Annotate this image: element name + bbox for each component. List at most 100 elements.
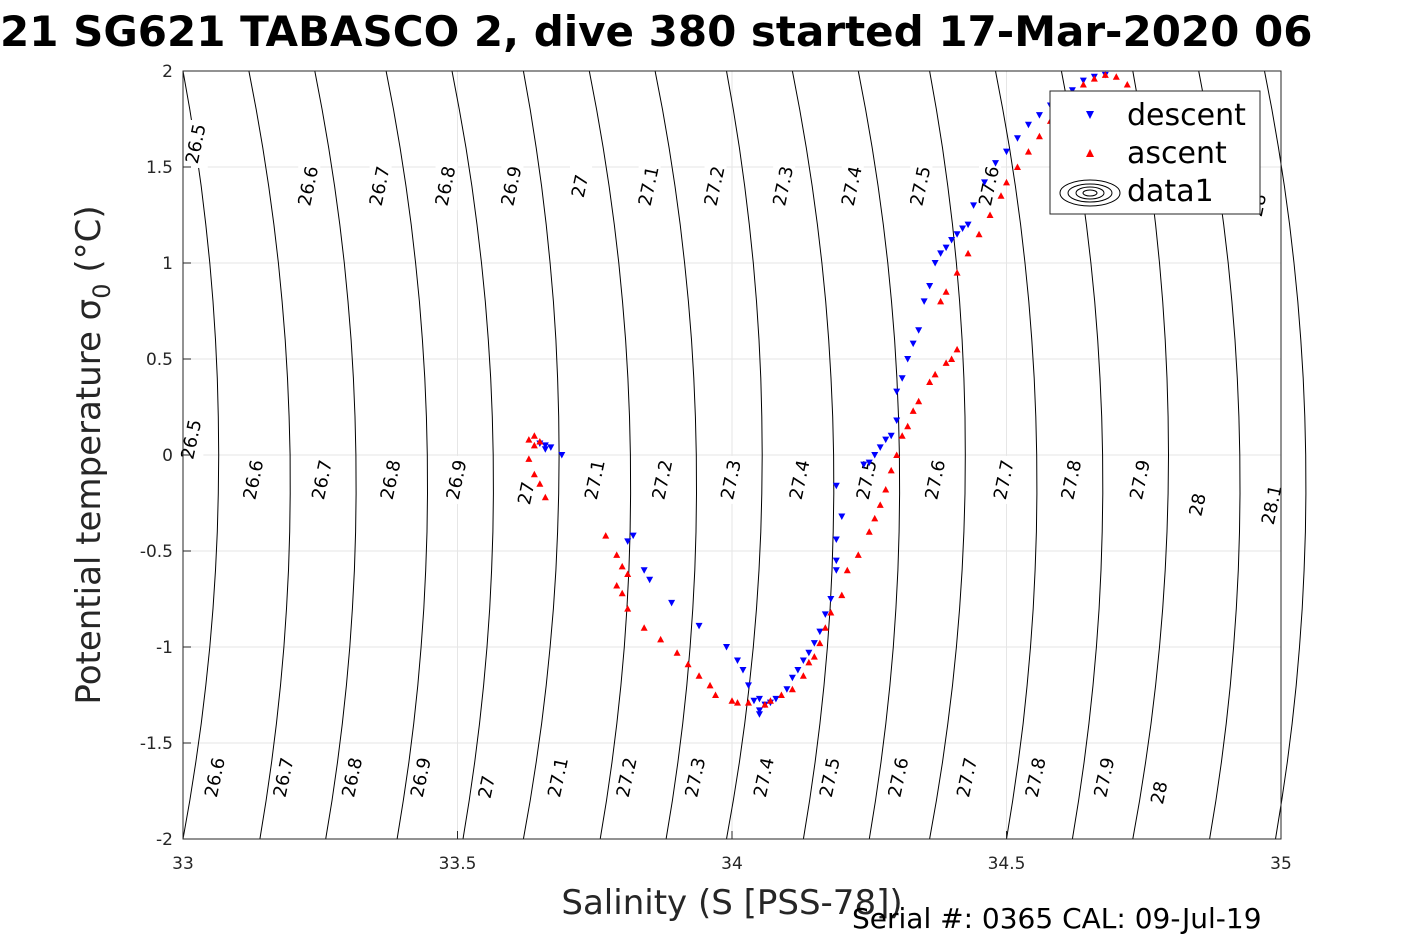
descent-point (1079, 77, 1087, 85)
ascent-point (937, 297, 945, 305)
contour-ring (1067, 183, 1113, 203)
ascent-point (1079, 80, 1087, 88)
contour-label-bg (185, 119, 208, 168)
ascent-point (536, 438, 544, 445)
descent-point (640, 567, 648, 574)
contour-label: 27 (568, 173, 593, 200)
descent-point (723, 644, 731, 651)
x-tick-label: 33 (172, 854, 194, 874)
contour-label: 27 (475, 774, 500, 801)
contour-label-bg (548, 753, 571, 802)
descent-point (733, 657, 741, 664)
ascent-point (673, 649, 681, 656)
descent-point (1013, 135, 1021, 142)
descent-point (893, 388, 901, 396)
contour-label-bg (888, 753, 911, 802)
legend-descent-marker (1086, 111, 1094, 119)
descent-point (970, 202, 978, 209)
descent-point (799, 657, 807, 664)
contour-label-bg (773, 162, 796, 211)
series-descent (536, 71, 1109, 718)
descent-point (832, 557, 840, 565)
contour-label-bg (993, 455, 1016, 504)
ascent-point (536, 480, 544, 487)
contour-label-bg (243, 455, 266, 504)
contour-label-bg (273, 753, 296, 802)
descent-point (739, 667, 747, 674)
ascent-point (657, 635, 665, 643)
descent-point (931, 260, 939, 267)
isopycnal-line (385, 70, 429, 840)
y-tick-label: -2 (156, 830, 173, 850)
descent-point (547, 444, 555, 451)
contour-label-bg (311, 455, 334, 504)
legend-label-descent: descent (1127, 98, 1246, 133)
ascent-point (618, 589, 626, 597)
contour-label-bg (476, 763, 499, 812)
isopycnal-line (451, 70, 494, 840)
isopycnal-contours (182, 70, 1307, 840)
ascent-point (706, 681, 714, 689)
x-tick-label: 33.5 (439, 854, 477, 874)
descent-point (810, 640, 818, 647)
contour-label: 28 (1186, 491, 1211, 518)
footer-serial-cal: Serial #: 0365 CAL: 09-Jul-19 (852, 902, 1262, 935)
contour-label-bg (570, 162, 593, 211)
contour-label-bg (753, 753, 776, 802)
descent-point (805, 649, 813, 657)
y-axis-label: Potential temperature σ0 (°C) (69, 205, 116, 704)
ascent-point (602, 532, 610, 539)
ascent-point (964, 249, 972, 257)
ascent-point (1024, 148, 1032, 155)
y-axis: -2 -1.5 -1 -0.5 0 0.5 1 1.5 2 (140, 62, 191, 850)
ascent-point (816, 639, 824, 647)
descent-point (832, 567, 840, 574)
isopycnal-line (791, 70, 835, 840)
y-tick-label: 2 (162, 62, 173, 82)
ascent-point (799, 672, 807, 679)
ascent-point (624, 570, 632, 578)
isopycnal-line (857, 70, 901, 840)
ascent-point (1013, 163, 1021, 170)
ascent-point (876, 501, 884, 508)
legend-label-data1: data1 (1127, 174, 1214, 209)
x-axis: 33 33.5 34 34.5 35 (172, 831, 1292, 874)
ascent-point (530, 441, 538, 449)
descent-point (695, 622, 703, 630)
descent-point (772, 695, 780, 703)
descent-point (794, 667, 802, 674)
contour-label-bg (1025, 753, 1048, 802)
y-tick-label: -0.5 (140, 542, 173, 562)
ascent-point (898, 432, 906, 439)
ascent-point (733, 699, 741, 706)
descent-point (832, 482, 840, 490)
isopycnal-line (1264, 70, 1307, 840)
chart-title: 21 SG621 TABASCO 2, dive 380 started 17-… (0, 7, 1312, 56)
legend-box (1049, 90, 1261, 215)
descent-point (953, 231, 961, 238)
descent-point (750, 697, 758, 705)
descent-point (981, 179, 989, 186)
descent-point (860, 461, 868, 469)
ascent-point (684, 660, 692, 668)
ascent-point (1090, 75, 1098, 82)
ascent-point (904, 422, 912, 430)
y-tick-label: 0 (162, 446, 173, 466)
contour-ring (1059, 179, 1121, 207)
descent-point (876, 444, 884, 451)
descent-point (964, 221, 972, 229)
descent-point (755, 695, 763, 703)
ascent-point (761, 701, 769, 708)
contour-label-bg (380, 455, 403, 504)
descent-point (541, 446, 549, 453)
contour-label: 27 (514, 480, 539, 507)
y-tick-label: 0.5 (146, 350, 173, 370)
descent-point (898, 375, 906, 382)
ascent-point (909, 407, 917, 414)
contour-label-bg (856, 455, 879, 504)
ascent-point (953, 345, 961, 353)
descent-point (871, 452, 879, 459)
ascent-point (1101, 71, 1109, 78)
